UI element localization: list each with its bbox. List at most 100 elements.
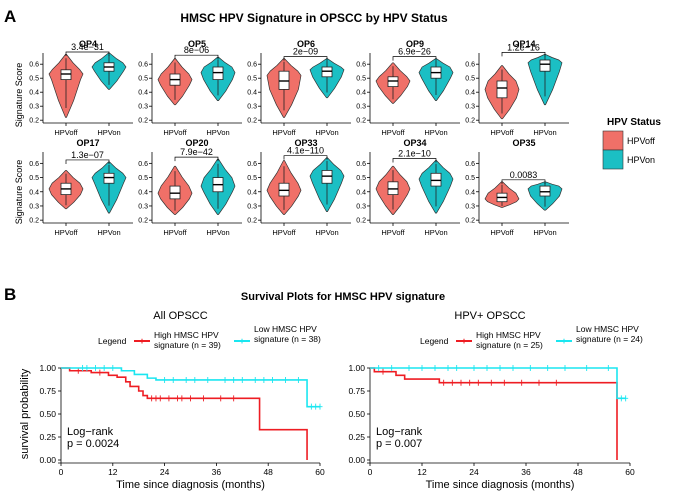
km-x-tick-label: 60 — [315, 467, 325, 477]
y-tick-label: 0.4 — [247, 90, 257, 97]
km-legend-censor-mark: + — [139, 336, 144, 346]
km-censor-mark — [110, 365, 116, 371]
box-on — [539, 185, 551, 197]
km-curve — [61, 367, 308, 460]
km-censor-mark — [501, 379, 507, 386]
km-legend-label: Low HMSC HPV signature (n = 24) — [576, 324, 643, 344]
km-x-tick-label: 0 — [59, 467, 64, 477]
panel-b-title: Survival Plots for HMSC HPV signature — [241, 291, 445, 303]
km-legend-label: Low HMSC HPV signature (n = 38) — [254, 324, 321, 344]
box-on — [212, 66, 224, 80]
x-tick-label: HPVoff — [490, 228, 514, 237]
km-censor-mark — [183, 376, 189, 383]
km-x-tick-label: 48 — [573, 467, 583, 477]
km-censor-mark — [432, 365, 438, 371]
y-tick-label: 0.5 — [29, 175, 39, 182]
km-title: HPV+ OPSCC — [454, 310, 525, 322]
km-censor-mark — [200, 395, 206, 402]
km-censor-mark — [584, 365, 590, 371]
x-tick-label: HPVoff — [163, 228, 187, 237]
box-off — [278, 182, 290, 197]
violin-panel-op6: OP6 0.2 0.3 0.4 0.5 0.6 HPVoff HPVon 2e−09 — [247, 39, 351, 137]
km-legend-censor-mark: + — [461, 336, 466, 346]
violin-panel-op33: OP33 0.2 0.3 0.4 0.5 0.6 HPVoff HPVon 4.1e−110 — [247, 138, 351, 237]
km-y-tick-label: 0.00 — [348, 455, 365, 465]
km-y-tick-label: 0.00 — [39, 455, 56, 465]
km-censor-mark — [467, 379, 473, 386]
x-tick-label: HPVon — [424, 128, 447, 137]
km-censor-mark — [497, 365, 503, 371]
km-y-tick-label: 1.00 — [348, 363, 365, 373]
violin-panel: OP4 0.2 0.3 0.4 0.5 0.6 HPVoff HPVon 3.4e−31 OP5 0… — [29, 39, 569, 237]
y-tick-label: 0.4 — [29, 90, 39, 97]
significance-bracket — [283, 155, 328, 160]
significance-bracket — [174, 156, 219, 162]
y-tick-label: 0.5 — [138, 175, 148, 182]
km-censor-mark — [218, 395, 224, 402]
km-censor-mark — [166, 395, 172, 402]
km-y-tick-label: 0.50 — [348, 409, 365, 419]
y-tick-label: 0.3 — [29, 203, 39, 210]
km-censor-mark — [475, 379, 481, 386]
x-tick-label: HPVon — [97, 128, 120, 137]
x-tick-label: HPVoff — [54, 128, 78, 137]
km-y-tick-label: 0.75 — [348, 386, 365, 396]
km-censor-mark — [545, 365, 551, 371]
box-off — [387, 76, 399, 88]
p-value-label: 1.3e−07 — [71, 150, 104, 160]
violin-panel-title: OP20 — [185, 138, 208, 148]
y-tick-label: 0.5 — [138, 76, 148, 83]
p-value-label: 1.2e−16 — [507, 42, 540, 52]
hpv-legend-swatch-off — [602, 130, 624, 151]
km-x-tick-label: 36 — [521, 467, 531, 477]
y-tick-label: 0.6 — [138, 62, 148, 69]
hpv-legend-label-on: HPVon — [627, 155, 655, 165]
km-censor-mark — [308, 403, 314, 410]
y-tick-label: 0.6 — [465, 62, 475, 69]
y-tick-label: 0.5 — [465, 175, 475, 182]
violin-panel-op17: OP17 0.2 0.3 0.4 0.5 0.6 HPVoff HPVon 1.3e−07 — [29, 138, 133, 237]
box-off — [496, 80, 508, 99]
hpv-legend-label-off: HPVoff — [627, 136, 655, 146]
km-logrank-annotation: Log−rank p = 0.007 — [376, 426, 423, 450]
km-plot-all-opscc: All OPSCC Legend + High HMSC HPV signature (… — [19, 310, 325, 491]
km-censor-mark — [454, 365, 460, 371]
x-tick-label: HPVoff — [272, 228, 296, 237]
km-censor-mark — [188, 395, 193, 402]
box-off — [278, 70, 290, 90]
km-censor-mark — [441, 379, 447, 386]
km-censor-mark — [380, 368, 386, 375]
y-tick-label: 0.4 — [356, 90, 366, 97]
km-censor-mark — [458, 379, 464, 386]
panel-a-letter: A — [4, 7, 16, 26]
y-tick-label: 0.2 — [356, 118, 366, 125]
box-on — [430, 172, 442, 187]
violin-panel-title: OP17 — [76, 138, 99, 148]
km-censor-mark — [239, 376, 245, 383]
box-on — [321, 66, 333, 78]
violin-panel-op34: OP34 0.2 0.3 0.4 0.5 0.6 HPVoff HPVon 2.1e−10 — [356, 138, 460, 237]
p-value-label: 0.0083 — [510, 170, 538, 180]
km-curve — [61, 367, 320, 408]
y-tick-label: 0.3 — [138, 203, 148, 210]
violin-panel-title: OP33 — [294, 138, 317, 148]
km-censor-mark — [471, 365, 477, 371]
y-tick-label: 0.3 — [29, 104, 39, 111]
box-on — [103, 172, 115, 184]
x-tick-label: HPVon — [97, 228, 120, 237]
km-censor-mark — [527, 365, 533, 371]
p-value-label: 2e−09 — [293, 47, 318, 57]
x-tick-label: HPVon — [315, 228, 338, 237]
y-tick-label: 0.3 — [356, 203, 366, 210]
km-logrank-annotation: Log−rank p = 0.0024 — [67, 426, 119, 450]
x-tick-label: HPVon — [533, 128, 556, 137]
km-censor-mark — [376, 365, 382, 371]
y-tick-label: 0.6 — [356, 161, 366, 168]
km-censor-mark — [488, 379, 494, 386]
km-censor-mark — [261, 376, 267, 383]
box-off — [387, 181, 399, 196]
km-censor-mark — [80, 365, 86, 371]
km-censor-mark — [170, 376, 176, 383]
y-tick-label: 0.5 — [356, 76, 366, 83]
km-x-tick-label: 36 — [212, 467, 222, 477]
